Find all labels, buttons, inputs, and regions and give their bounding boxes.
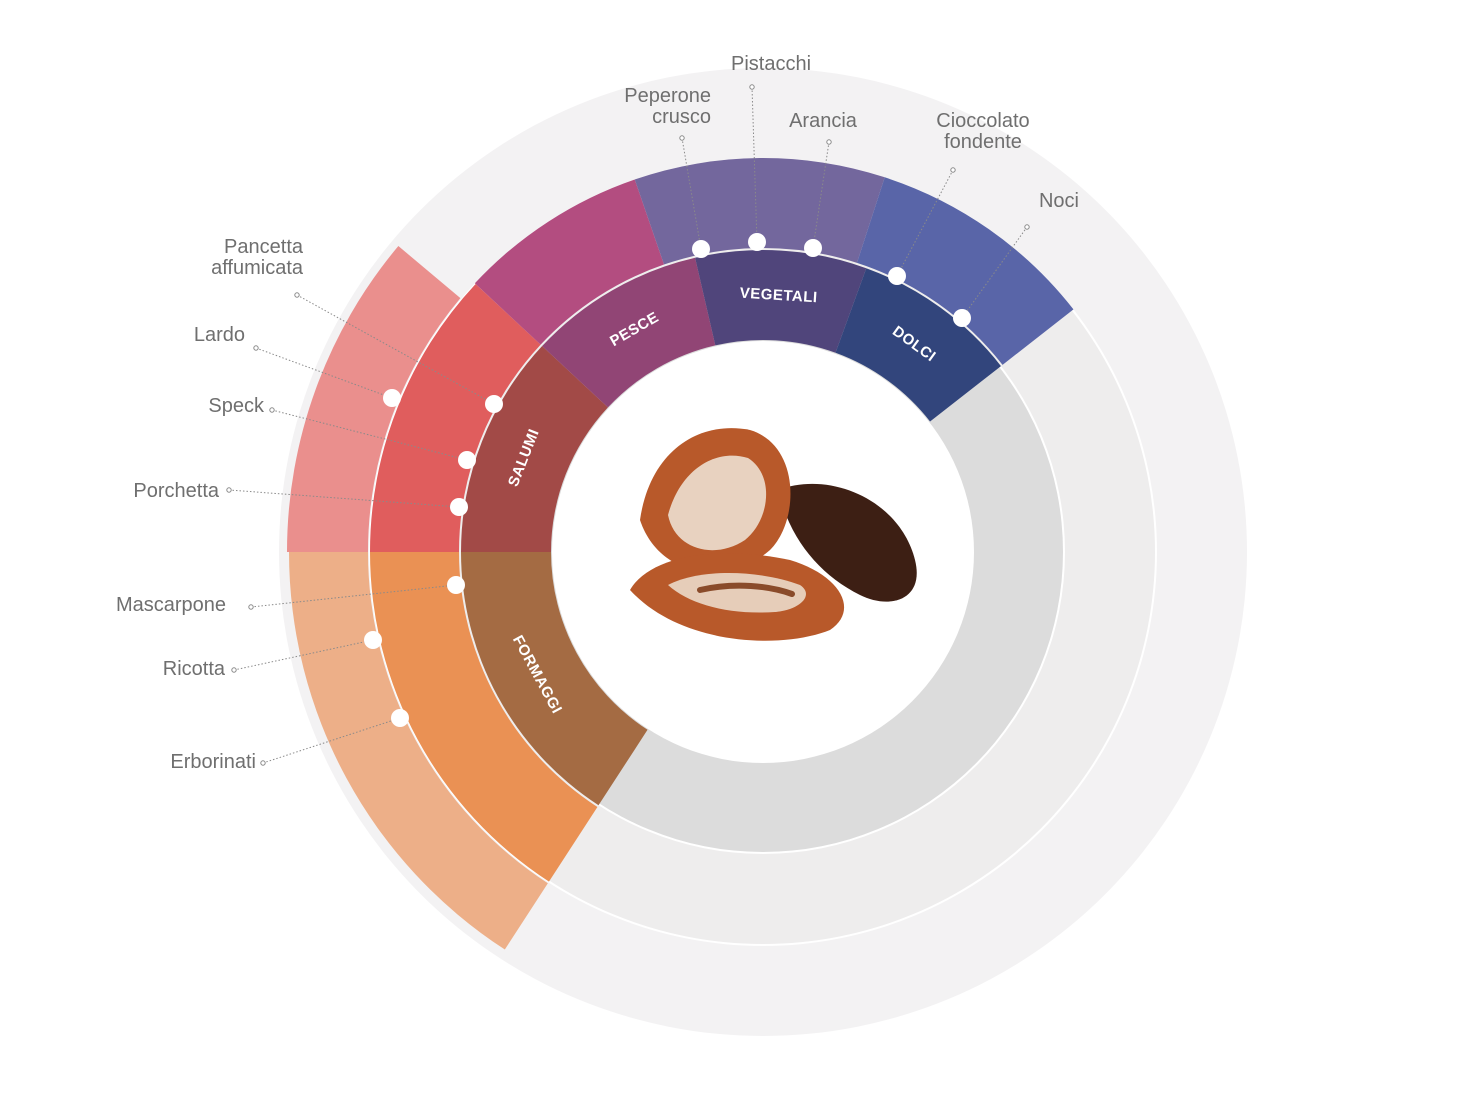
marker-dot-peperone-crusco [692, 240, 710, 258]
leader-end-arancia [826, 139, 832, 145]
marker-dot-lardo [383, 389, 401, 407]
leader-line-mascarpone [250, 584, 457, 608]
leader-line-ricotta [233, 639, 374, 671]
food-label-arancia: Arancia [789, 110, 858, 132]
food-label-line: Peperone [624, 85, 711, 107]
dates-image [630, 428, 917, 641]
half-date-top-flesh [668, 455, 767, 551]
food-label-peperone-crusco: Peperone crusco [624, 85, 711, 128]
marker-dot-erborinati [391, 709, 409, 727]
formaggi-middle-arc [370, 552, 598, 882]
food-label-line: Speck [208, 395, 265, 417]
food-label-line: crusco [652, 106, 711, 128]
leader-line-pancetta-affumicata [296, 294, 495, 405]
sector-salumi: SALUMI [287, 246, 608, 553]
marker-dot-pistacchi [748, 233, 766, 251]
leader-line-pistacchi [751, 86, 758, 243]
food-label-porchetta: Porchetta [133, 480, 219, 502]
sector-pesce: PESCE [474, 179, 716, 408]
pesce-inner-arc [542, 257, 716, 408]
leader-end-lardo [253, 345, 259, 351]
food-label-line: Erborinati [170, 751, 256, 773]
leader-line-noci [961, 226, 1028, 319]
center-fruit-image [552, 341, 974, 763]
salumi-middle-arc [370, 283, 541, 552]
food-label-line: affumicata [211, 257, 304, 279]
leader-end-porchetta [226, 487, 232, 493]
leader-line-arancia [812, 141, 830, 249]
leader-end-mascarpone [248, 604, 254, 610]
food-label-cioccolato-fondente: Cioccolato fondente [936, 110, 1029, 153]
food-label-lardo: Lardo [194, 324, 245, 346]
marker-dot-cioccolato-fondente [888, 267, 906, 285]
sector-formaggi: FORMAGGI [289, 552, 648, 950]
leader-end-pancetta-affumicata [294, 292, 300, 298]
food-labels: Pancetta affumicata Lardo Speck Porchetta Mas… [116, 53, 1079, 773]
marker-dot-porchetta [450, 498, 468, 516]
marker-dot-mascarpone [447, 576, 465, 594]
food-label-line: Arancia [789, 110, 858, 132]
leader-line-erborinati [262, 717, 401, 764]
leader-line-peperone-crusco [681, 137, 702, 250]
leader-end-noci [1024, 224, 1030, 230]
food-label-ricotta: Ricotta [163, 658, 226, 680]
leader-end-peperone-crusco [679, 135, 685, 141]
leader-end-speck [269, 407, 275, 413]
leader-lines [226, 84, 1030, 766]
food-label-pistacchi: Pistacchi [731, 53, 811, 75]
food-label-line: Mascarpone [116, 594, 226, 616]
food-label-line: Porchetta [133, 480, 219, 502]
marker-dot-speck [458, 451, 476, 469]
leader-end-cioccolato-fondente [950, 167, 956, 173]
marker-dot-arancia [804, 239, 822, 257]
food-label-line: Pancetta [224, 236, 304, 258]
food-label-line: Noci [1039, 190, 1079, 212]
food-label-noci: Noci [1039, 190, 1079, 212]
food-label-line: Lardo [194, 324, 245, 346]
formaggi-inner-arc [461, 552, 648, 806]
food-label-line: Cioccolato [936, 110, 1029, 132]
date-pit [697, 582, 795, 597]
whole-date [778, 483, 917, 602]
category-label-vegetali: VEGETALI [739, 285, 818, 307]
vegetali-inner-arc [695, 250, 867, 353]
leader-end-erborinati [260, 760, 266, 766]
half-date-bottom-flesh [668, 572, 806, 613]
leader-end-ricotta [231, 667, 237, 673]
food-label-pancetta-affumicata: Pancetta affumicata [211, 236, 304, 279]
marker-dot-pancetta-affumicata [485, 395, 503, 413]
food-label-erborinati: Erborinati [170, 751, 256, 773]
food-label-line: Pistacchi [731, 53, 811, 75]
salumi-inner-arc [461, 346, 608, 552]
marker-dot-noci [953, 309, 971, 327]
food-label-speck: Speck [208, 395, 265, 417]
dolci-middle-arc [856, 177, 1074, 365]
leader-line-cioccolato-fondente [896, 169, 954, 277]
food-label-line: fondente [944, 131, 1022, 153]
formaggi-outer-arc [289, 552, 548, 950]
leader-end-pistacchi [749, 84, 755, 90]
pesce-middle-arc [474, 179, 665, 345]
salumi-outer-arc [287, 246, 461, 553]
food-label-line: Ricotta [163, 658, 226, 680]
marker-dot-ricotta [364, 631, 382, 649]
dolci-inner-arc [835, 268, 1001, 422]
sector-vegetali: VEGETALI [634, 157, 885, 353]
food-label-mascarpone: Mascarpone [116, 594, 226, 616]
sector-dolci: DOLCI [835, 177, 1074, 422]
